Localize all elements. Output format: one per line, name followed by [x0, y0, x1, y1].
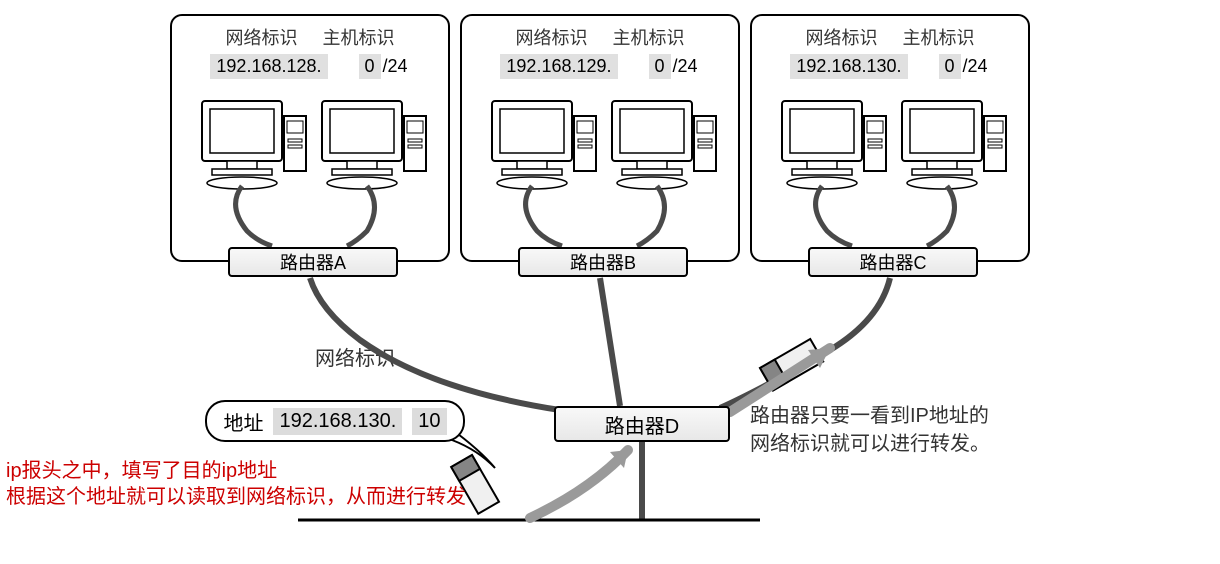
- net-id-label-b: 网络标识: [515, 24, 587, 50]
- subnet-a-host: 0: [359, 54, 381, 79]
- router-c: 路由器C: [808, 247, 978, 277]
- net-id-label: 网络标识: [225, 24, 297, 50]
- bubble-host: 10: [412, 408, 446, 435]
- subnet-a-cidr: /24: [381, 54, 410, 79]
- addr-label: 地址: [223, 407, 263, 436]
- subnet-c-computers: [752, 96, 1028, 216]
- subnet-c-cidr: /24: [961, 54, 990, 79]
- description-text: 路由器只要一看到IP地址的 网络标识就可以进行转发。: [750, 402, 990, 458]
- network-id-label-d: 网络标识: [315, 342, 395, 371]
- subnet-c-host: 0: [939, 54, 961, 79]
- bubble-network: 192.168.130.: [273, 408, 402, 435]
- router-b: 路由器B: [518, 247, 688, 277]
- subnet-box-b: 网络标识 主机标识 192.168.129. 0/24: [460, 14, 740, 262]
- router-d: 路由器D: [554, 406, 730, 442]
- subnet-a-computers: [172, 96, 448, 216]
- subnet-b-computers: [462, 96, 738, 216]
- subnet-a-ip: 192.168.128. 0/24: [172, 54, 448, 79]
- subnet-b-network: 192.168.129.: [500, 54, 617, 79]
- router-b-label: 路由器B: [570, 249, 636, 275]
- host-id-label-b: 主机标识: [613, 24, 685, 50]
- subnet-b-labels: 网络标识 主机标识: [462, 24, 738, 50]
- router-d-label: 路由器D: [605, 410, 679, 439]
- red-line1: ip报头之中，填写了目的ip地址: [6, 458, 466, 484]
- subnet-box-a: 网络标识 主机标识 192.168.128. 0/24: [170, 14, 450, 262]
- subnet-b-ip: 192.168.129. 0/24: [462, 54, 738, 79]
- host-id-label: 主机标识: [323, 24, 395, 50]
- subnet-b-cidr: /24: [671, 54, 700, 79]
- address-bubble: 地址 192.168.130. 10: [205, 400, 465, 442]
- desc-line2: 网络标识就可以进行转发。: [750, 430, 990, 458]
- router-a-label: 路由器A: [280, 249, 346, 275]
- subnet-c-labels: 网络标识 主机标识: [752, 24, 1028, 50]
- subnet-a-labels: 网络标识 主机标识: [172, 24, 448, 50]
- subnet-b-host: 0: [649, 54, 671, 79]
- subnet-a-network: 192.168.128.: [210, 54, 327, 79]
- net-id-label-c: 网络标识: [805, 24, 877, 50]
- red-annotation: ip报头之中，填写了目的ip地址 根据这个地址就可以读取到网络标识，从而进行转发: [6, 458, 466, 510]
- host-id-label-c: 主机标识: [903, 24, 975, 50]
- router-c-label: 路由器C: [860, 249, 927, 275]
- router-a: 路由器A: [228, 247, 398, 277]
- subnet-c-network: 192.168.130.: [790, 54, 907, 79]
- subnet-c-ip: 192.168.130. 0/24: [752, 54, 1028, 79]
- desc-line1: 路由器只要一看到IP地址的: [750, 402, 990, 430]
- subnet-box-c: 网络标识 主机标识 192.168.130. 0/24: [750, 14, 1030, 262]
- red-line2: 根据这个地址就可以读取到网络标识，从而进行转发: [6, 484, 466, 510]
